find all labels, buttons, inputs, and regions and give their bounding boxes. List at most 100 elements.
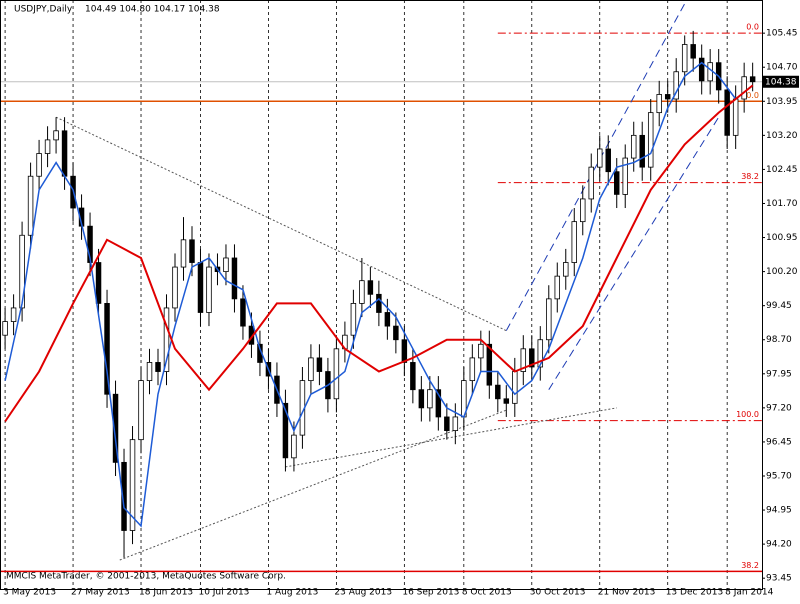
candle-body <box>155 362 161 372</box>
candle-body <box>622 157 628 195</box>
x-tick-label: 13 Dec 2013 <box>666 588 724 598</box>
y-tick-label: 99.45 <box>766 301 792 311</box>
candle-body <box>138 380 144 441</box>
candle-body <box>503 398 510 404</box>
candle-body <box>95 262 102 304</box>
candle-body <box>681 44 688 73</box>
candle-body <box>316 357 323 372</box>
candle-body <box>121 461 127 531</box>
copyright: MMCIS MetaTrader, © 2001-2013, MetaQuote… <box>6 572 286 582</box>
candle-body <box>44 139 51 154</box>
y-tick-label: 96.45 <box>766 437 792 447</box>
candle-body <box>673 71 679 100</box>
y-tick-label: 97.95 <box>766 369 792 379</box>
candle-body <box>707 62 713 82</box>
candle-body <box>656 94 662 114</box>
candle-body <box>486 343 493 386</box>
candle-body <box>189 239 195 263</box>
candle-body <box>444 416 450 431</box>
candle-body <box>664 94 671 100</box>
candle-body <box>291 434 297 459</box>
price-box <box>762 75 799 88</box>
y-tick-label: 101.70 <box>766 199 798 209</box>
candle-body <box>647 112 654 168</box>
candle-body <box>231 257 238 300</box>
candle-body <box>418 389 425 409</box>
x-tick-label: 10 Jul 2013 <box>198 588 249 598</box>
candle-body <box>630 134 637 159</box>
level-label: 38.2 <box>741 172 759 181</box>
candle-body <box>580 198 586 223</box>
candle-body <box>163 307 170 372</box>
plot-border <box>0 0 763 590</box>
trendline <box>55 116 507 332</box>
candle-body <box>112 393 119 463</box>
y-tick-label: 103.20 <box>766 131 798 141</box>
candle-body <box>376 293 382 313</box>
x-tick-label: 16 Sep 2013 <box>402 588 459 598</box>
ohlc-header: 104.49 104.80 104.17 104.38 <box>85 5 220 15</box>
candle-body <box>605 148 611 173</box>
y-tick-label: 98.70 <box>766 335 792 345</box>
x-tick-label: 3 May 2013 <box>3 588 56 598</box>
level-label: 38.2 <box>741 561 759 570</box>
candle-body <box>410 362 416 391</box>
candle-body <box>571 221 577 263</box>
y-tick-label: 100.95 <box>766 233 798 243</box>
level-label: 0.0 <box>746 91 759 100</box>
candle-body <box>333 348 340 400</box>
candle-body <box>452 416 459 431</box>
candle-body <box>27 175 34 236</box>
chart-title: USDJPY,Daily <box>14 5 73 15</box>
trendline <box>505 3 686 331</box>
candle-body <box>613 171 620 195</box>
price-box-label: 104.38 <box>765 77 797 87</box>
y-tick-label: 94.95 <box>766 506 792 516</box>
trendline <box>285 407 617 468</box>
y-tick-label: 95.70 <box>766 471 792 481</box>
x-tick-label: 8 Oct 2013 <box>462 588 512 598</box>
y-tick-label: 97.20 <box>766 403 792 413</box>
candle-body <box>554 275 561 300</box>
candle-body <box>240 298 246 327</box>
candle-body <box>537 339 544 368</box>
y-tick-label: 94.20 <box>766 540 792 550</box>
y-tick-label: 100.20 <box>766 267 798 277</box>
trendline <box>119 409 507 561</box>
candle-body <box>749 76 756 83</box>
candle-body <box>172 266 178 309</box>
candle-body <box>427 389 433 409</box>
level-label: 0.0 <box>746 23 759 32</box>
x-tick-label: 21 Nov 2013 <box>598 588 656 598</box>
candle-body <box>384 312 391 327</box>
y-tick-label: 103.95 <box>766 97 798 107</box>
candle-body <box>435 389 442 418</box>
x-tick-label: 1 Aug 2013 <box>266 588 318 598</box>
y-tick-label: 102.45 <box>766 165 798 175</box>
candle-body <box>2 321 8 336</box>
y-tick-label: 104.70 <box>766 63 798 73</box>
x-tick-label: 30 Oct 2013 <box>530 588 586 598</box>
candle-body <box>308 357 314 382</box>
candle-body <box>146 362 153 382</box>
candle-body <box>520 348 527 372</box>
candle-body <box>741 76 747 100</box>
candle-body <box>10 307 17 322</box>
candle-body <box>690 44 696 59</box>
candle-body <box>129 439 136 531</box>
candle-body <box>546 298 552 341</box>
candle-body <box>223 257 229 273</box>
level-label: 100.0 <box>736 410 759 419</box>
candle-body <box>478 343 484 359</box>
candle-body <box>367 280 374 295</box>
y-tick-label: 93.45 <box>766 574 792 584</box>
candle-body <box>512 371 518 404</box>
candle-body <box>563 262 569 277</box>
candle-body <box>36 153 42 177</box>
candle-body <box>401 339 408 363</box>
candle-body <box>197 262 204 313</box>
trendline <box>548 116 720 390</box>
